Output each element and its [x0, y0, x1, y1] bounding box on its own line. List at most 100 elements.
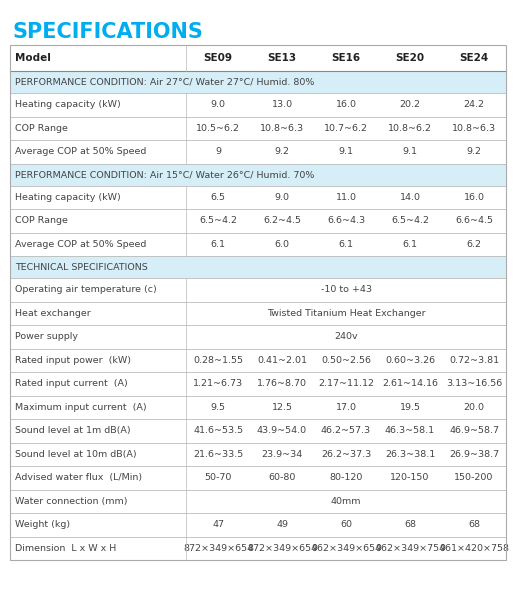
Text: Twisted Titanium Heat Exchanger: Twisted Titanium Heat Exchanger	[267, 309, 425, 318]
Text: 46.3~58.1: 46.3~58.1	[385, 426, 435, 435]
Text: 40mm: 40mm	[331, 497, 361, 506]
Text: 6.2~4.5: 6.2~4.5	[263, 216, 301, 225]
Text: 80-120: 80-120	[329, 473, 363, 482]
Text: Water connection (mm): Water connection (mm)	[15, 497, 127, 506]
Text: Operating air temperature (c): Operating air temperature (c)	[15, 285, 157, 294]
Text: 68: 68	[468, 520, 480, 529]
Bar	[10, 116, 506, 140]
Text: 10.5~6.2: 10.5~6.2	[196, 124, 240, 133]
Text: 47: 47	[212, 520, 224, 529]
Text: 43.9~54.0: 43.9~54.0	[257, 426, 307, 435]
Text: 961×420×758: 961×420×758	[439, 544, 509, 553]
Text: 10.7~6.2: 10.7~6.2	[324, 124, 368, 133]
Text: 0.72~3.81: 0.72~3.81	[449, 356, 499, 365]
Text: 872×349×654: 872×349×654	[247, 544, 317, 553]
Text: 46.2~57.3: 46.2~57.3	[321, 426, 371, 435]
Text: Average COP at 50% Speed: Average COP at 50% Speed	[15, 240, 147, 249]
Text: 10.8~6.2: 10.8~6.2	[388, 124, 432, 133]
Text: 6.2: 6.2	[466, 240, 481, 249]
Bar	[10, 325, 506, 349]
Text: 10.8~6.3: 10.8~6.3	[452, 124, 496, 133]
Text: COP Range: COP Range	[15, 216, 68, 225]
Text: Heat exchanger: Heat exchanger	[15, 309, 91, 318]
Bar	[10, 163, 506, 185]
Text: 872×349×654: 872×349×654	[183, 544, 253, 553]
Text: 19.5: 19.5	[399, 403, 421, 412]
Text: Power supply: Power supply	[15, 332, 78, 341]
Text: Rated input power  (kW): Rated input power (kW)	[15, 356, 131, 365]
Text: 21.6~33.5: 21.6~33.5	[193, 450, 243, 459]
Text: SE16: SE16	[331, 53, 361, 63]
Text: Sound level at 10m dB(A): Sound level at 10m dB(A)	[15, 450, 137, 459]
Bar	[10, 301, 506, 325]
Bar	[10, 45, 506, 71]
Text: 13.0: 13.0	[271, 100, 293, 109]
Text: 9.1: 9.1	[402, 147, 417, 156]
Bar	[10, 349, 506, 372]
Bar	[10, 372, 506, 395]
Bar	[10, 140, 506, 163]
Text: 6.6~4.5: 6.6~4.5	[455, 216, 493, 225]
Text: 60: 60	[340, 520, 352, 529]
Text: 6.0: 6.0	[275, 240, 289, 249]
Text: 6.6~4.3: 6.6~4.3	[327, 216, 365, 225]
Text: 26.9~38.7: 26.9~38.7	[449, 450, 499, 459]
Text: Model: Model	[15, 53, 51, 63]
Bar	[10, 209, 506, 232]
Bar	[10, 513, 506, 536]
Text: 240v: 240v	[334, 332, 358, 341]
Text: 17.0: 17.0	[335, 403, 357, 412]
Text: 6.1: 6.1	[338, 240, 353, 249]
Text: SE24: SE24	[459, 53, 489, 63]
Text: 2.61~14.16: 2.61~14.16	[382, 379, 438, 388]
Text: Dimension  L x W x H: Dimension L x W x H	[15, 544, 116, 553]
Text: 9.0: 9.0	[275, 193, 289, 202]
Text: SE13: SE13	[267, 53, 297, 63]
Text: -10 to +43: -10 to +43	[320, 285, 372, 294]
Text: 0.50~2.56: 0.50~2.56	[321, 356, 371, 365]
Bar	[10, 256, 506, 278]
Text: 9.2: 9.2	[275, 147, 289, 156]
Bar	[10, 71, 506, 93]
Text: SPECIFICATIONS: SPECIFICATIONS	[12, 22, 203, 42]
Text: 0.28~1.55: 0.28~1.55	[193, 356, 243, 365]
Bar	[10, 466, 506, 490]
Bar	[10, 395, 506, 419]
Bar	[10, 45, 506, 560]
Text: Heating capacity (kW): Heating capacity (kW)	[15, 193, 121, 202]
Bar	[10, 185, 506, 209]
Bar	[10, 93, 506, 116]
Text: 9.1: 9.1	[338, 147, 353, 156]
Text: COP Range: COP Range	[15, 124, 68, 133]
Text: Advised water flux  (L/Min): Advised water flux (L/Min)	[15, 473, 142, 482]
Text: 6.1: 6.1	[402, 240, 417, 249]
Text: 6.5: 6.5	[211, 193, 225, 202]
Text: 20.0: 20.0	[463, 403, 485, 412]
Text: 6.5~4.2: 6.5~4.2	[391, 216, 429, 225]
Text: Heating capacity (kW): Heating capacity (kW)	[15, 100, 121, 109]
Text: 14.0: 14.0	[399, 193, 421, 202]
Text: PERFORMANCE CONDITION: Air 27°C/ Water 27°C/ Humid. 80%: PERFORMANCE CONDITION: Air 27°C/ Water 2…	[15, 77, 314, 86]
Text: Rated input current  (A): Rated input current (A)	[15, 379, 128, 388]
Text: 0.41~2.01: 0.41~2.01	[257, 356, 307, 365]
Text: 26.2~37.3: 26.2~37.3	[321, 450, 371, 459]
Text: 120-150: 120-150	[390, 473, 430, 482]
Text: 46.9~58.7: 46.9~58.7	[449, 426, 499, 435]
Text: 16.0: 16.0	[335, 100, 357, 109]
Text: 9.2: 9.2	[466, 147, 481, 156]
Text: 1.21~6.73: 1.21~6.73	[193, 379, 243, 388]
Bar	[10, 443, 506, 466]
Text: 12.5: 12.5	[271, 403, 293, 412]
Text: 9.5: 9.5	[211, 403, 225, 412]
Text: 23.9~34: 23.9~34	[262, 450, 303, 459]
Text: 0.60~3.26: 0.60~3.26	[385, 356, 435, 365]
Text: 1.76~8.70: 1.76~8.70	[257, 379, 307, 388]
Text: 26.3~38.1: 26.3~38.1	[385, 450, 435, 459]
Text: 20.2: 20.2	[399, 100, 421, 109]
Text: Weight (kg): Weight (kg)	[15, 520, 70, 529]
Text: Average COP at 50% Speed: Average COP at 50% Speed	[15, 147, 147, 156]
Text: 24.2: 24.2	[463, 100, 485, 109]
Text: Sound level at 1m dB(A): Sound level at 1m dB(A)	[15, 426, 131, 435]
Text: 60-80: 60-80	[268, 473, 296, 482]
Text: 6.1: 6.1	[211, 240, 225, 249]
